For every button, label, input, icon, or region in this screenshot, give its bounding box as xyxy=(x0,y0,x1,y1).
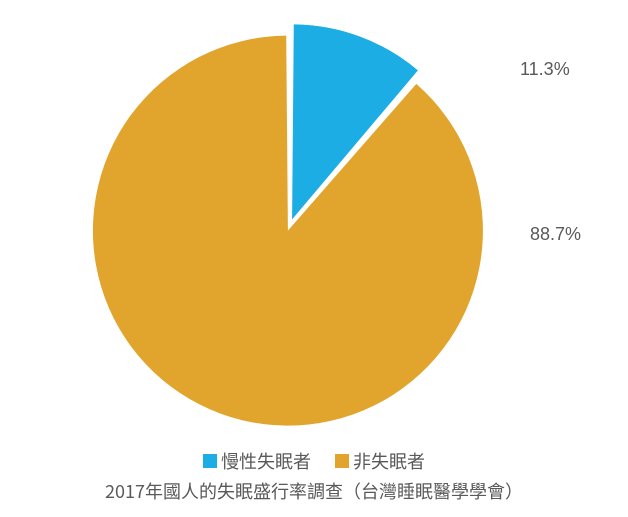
pie-slice-label-1: 88.7% xyxy=(530,224,581,244)
legend-label-0: 慢性失眠者 xyxy=(221,448,311,474)
legend-swatch-0 xyxy=(203,454,217,468)
legend-label-1: 非失眠者 xyxy=(353,448,425,474)
legend-item-1: 非失眠者 xyxy=(335,448,425,474)
legend-swatch-1 xyxy=(335,454,349,468)
pie-chart-container: 11.3% 88.7% 慢性失眠者 非失眠者 2017年國人的失眠盛行率調查（台灣睡… xyxy=(0,0,628,517)
pie-slice-1 xyxy=(93,36,483,426)
legend-item-0: 慢性失眠者 xyxy=(203,448,311,474)
chart-caption: 2017年國人的失眠盛行率調查（台灣睡眠醫學學會） xyxy=(0,478,628,504)
legend: 慢性失眠者 非失眠者 xyxy=(0,448,628,474)
pie-slice-label-0: 11.3% xyxy=(520,59,570,79)
pie-chart: 11.3% 88.7% xyxy=(0,0,628,517)
